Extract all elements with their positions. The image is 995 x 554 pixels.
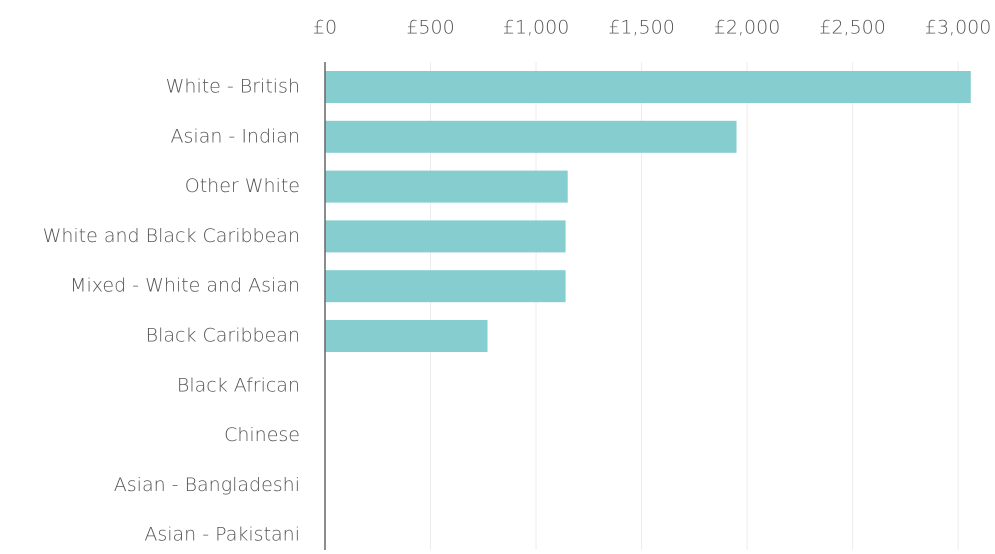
- y-tick-label: Asian - Pakistani: [144, 524, 300, 546]
- x-tick-label: £2,500: [819, 17, 885, 39]
- bar: [325, 220, 566, 253]
- x-tick-label: £1,500: [608, 17, 674, 39]
- bar: [325, 320, 488, 352]
- y-tick-label: Chinese: [224, 424, 300, 446]
- x-tick-label: £2,000: [714, 17, 780, 39]
- y-tick-label: Asian - Bangladeshi: [114, 474, 300, 496]
- x-tick-label: £500: [406, 17, 454, 39]
- bar: [325, 270, 566, 303]
- bar: [325, 71, 971, 103]
- y-tick-label: Asian - Indian: [171, 125, 300, 147]
- y-tick-label: White and Black Caribbean: [43, 225, 300, 247]
- x-tick-label: £3,000: [925, 17, 991, 39]
- bar: [325, 120, 737, 153]
- bar: [325, 170, 568, 203]
- y-tick-label: Mixed - White and Asian: [70, 275, 300, 297]
- y-tick-label: Black African: [177, 374, 300, 396]
- y-tick-label: White - British: [166, 76, 300, 98]
- y-tick-label: Other White: [185, 175, 300, 197]
- x-tick-label: £0: [313, 17, 337, 39]
- y-tick-label: Black Caribbean: [146, 325, 300, 347]
- x-tick-label: £1,000: [503, 17, 569, 39]
